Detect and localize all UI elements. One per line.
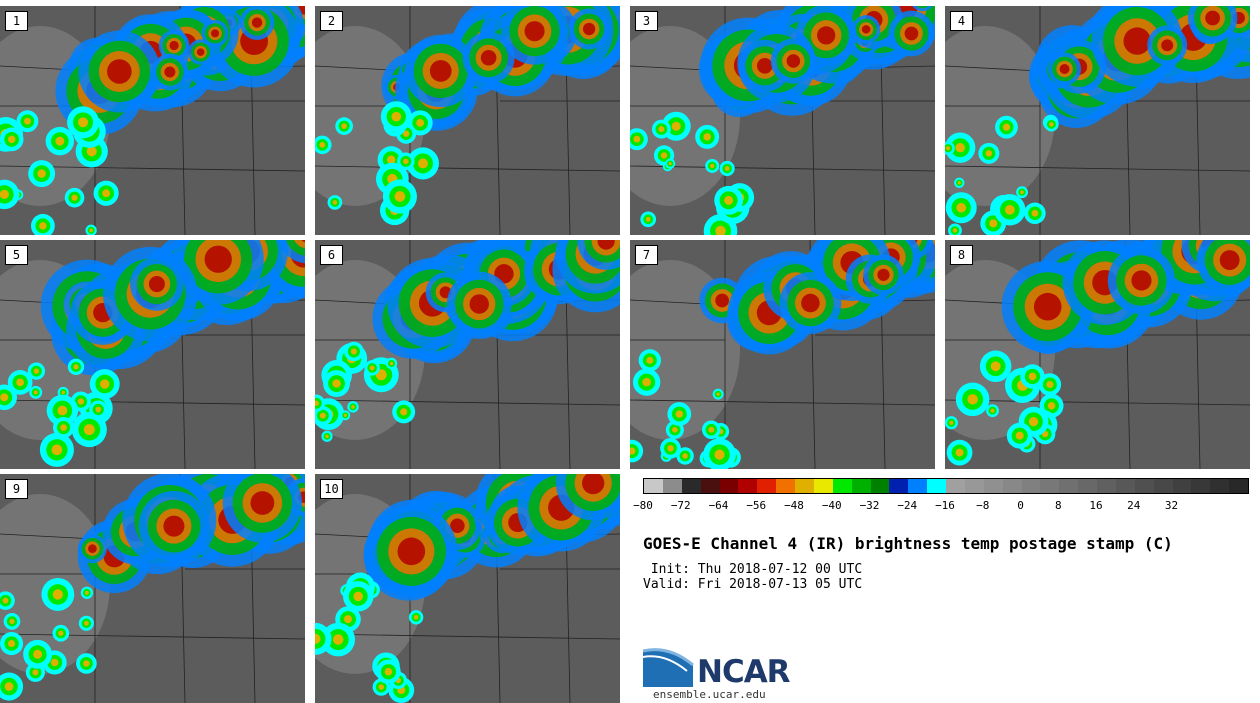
ensemble-panel-8: 8 (945, 240, 1250, 469)
panel-number: 4 (950, 11, 973, 31)
colorbar-tick-label: −16 (935, 499, 955, 512)
ensemble-panel-9: 9 (0, 474, 305, 703)
colorbar-tick-label: −72 (670, 499, 691, 512)
colorbar-tick-label: 0 (1017, 499, 1024, 512)
colorbar-swatch (719, 479, 739, 493)
panel-number: 10 (320, 479, 343, 499)
colorbar (643, 478, 1249, 494)
satellite-image (945, 6, 1250, 235)
colorbar-tick-label: 24 (1127, 499, 1141, 512)
logo-wordmark: NCAR (697, 654, 791, 690)
ensemble-panel-10: 10 (315, 474, 620, 703)
colorbar-swatch (644, 479, 663, 493)
colorbar-swatch (1172, 479, 1192, 493)
ensemble-panel-3: 3 (630, 6, 935, 235)
logo-url: ensemble.ucar.edu (653, 688, 766, 701)
colorbar-swatch (851, 479, 871, 493)
colorbar-swatch (813, 479, 833, 493)
panel-number: 5 (5, 245, 28, 265)
colorbar-tick-label: −48 (784, 499, 804, 512)
colorbar-tick-label: 8 (1054, 499, 1062, 512)
panel-number: 7 (635, 245, 658, 265)
colorbar-swatch (1153, 479, 1173, 493)
colorbar-swatch (870, 479, 890, 493)
colorbar-swatch (908, 479, 928, 493)
colorbar-swatch (1115, 479, 1135, 493)
colorbar-tick-label: −40 (821, 499, 842, 512)
colorbar-swatch (795, 479, 814, 493)
colorbar-swatch (1134, 479, 1154, 493)
colorbar-swatch (964, 479, 984, 493)
ensemble-panel-1: 1 (0, 6, 305, 235)
satellite-image (315, 474, 620, 703)
panel-number: 2 (320, 11, 343, 31)
panel-number: 1 (5, 11, 28, 31)
colorbar-swatch (1021, 479, 1041, 493)
colorbar-swatch (681, 479, 701, 493)
panel-number: 9 (5, 479, 28, 499)
colorbar-swatch (1097, 479, 1116, 493)
colorbar-swatch (946, 479, 965, 493)
valid-time: Valid: Fri 2018-07-13 05 UTC (643, 577, 863, 592)
colorbar-swatch (1210, 479, 1230, 493)
panel-number: 3 (635, 11, 658, 31)
ensemble-panel-7: 7 (630, 240, 935, 469)
satellite-image (630, 240, 935, 469)
colorbar-swatch (662, 479, 682, 493)
satellite-image (630, 6, 935, 235)
satellite-image (0, 474, 305, 703)
panel-number: 6 (320, 245, 343, 265)
colorbar-tick-label: −56 (746, 499, 767, 512)
ensemble-panel-5: 5 (0, 240, 305, 469)
colorbar-swatch (1002, 479, 1022, 493)
colorbar-swatch (1078, 479, 1097, 493)
colorbar-swatch (889, 479, 909, 493)
colorbar-swatch (983, 479, 1003, 493)
colorbar-tick-label: −64 (708, 499, 729, 512)
ensemble-panel-2: 2 (315, 6, 620, 235)
colorbar-swatch (832, 479, 852, 493)
satellite-image (315, 240, 620, 469)
colorbar-tick-label: −8 (976, 499, 990, 512)
chart-title: GOES-E Channel 4 (IR) brightness temp po… (643, 534, 1173, 553)
colorbar-swatch (1191, 479, 1211, 493)
init-time: Init: Thu 2018-07-12 00 UTC (643, 562, 863, 577)
colorbar-tick-label: 16 (1089, 499, 1103, 512)
colorbar-swatch (1059, 479, 1079, 493)
colorbar-swatch (927, 479, 946, 493)
colorbar-swatch (776, 479, 795, 493)
ensemble-panel-4: 4 (945, 6, 1250, 235)
panel-number: 8 (950, 245, 973, 265)
ensemble-panel-6: 6 (315, 240, 620, 469)
colorbar-tick-label: −80 (633, 499, 653, 512)
colorbar-swatch (700, 479, 720, 493)
colorbar-swatch (1040, 479, 1060, 493)
satellite-image (0, 6, 305, 235)
satellite-image (315, 6, 620, 235)
colorbar-tick-label: −24 (897, 499, 918, 512)
ncar-logo-icon (643, 648, 694, 687)
colorbar-swatch (1229, 479, 1248, 493)
colorbar-swatch (757, 479, 777, 493)
satellite-image (945, 240, 1250, 469)
colorbar-swatch (738, 479, 758, 493)
colorbar-tick-label: 32 (1164, 499, 1179, 512)
colorbar-tick-label: −32 (859, 499, 880, 512)
satellite-image (0, 240, 305, 469)
